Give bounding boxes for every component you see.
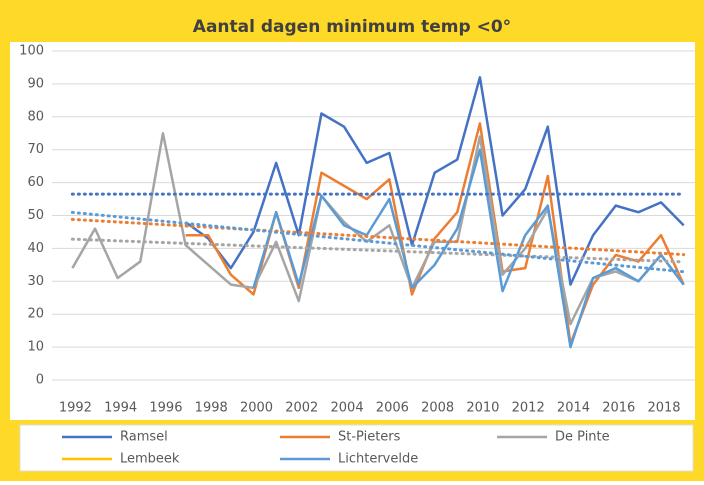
series-line — [252, 148, 685, 349]
trendline — [70, 217, 686, 257]
chart-title: Aantal dagen minimum temp <0° — [193, 17, 511, 37]
x-tick-label: 1992 — [59, 401, 92, 416]
y-tick-label: 100 — [19, 44, 44, 59]
legend-label: Lichtervelde — [338, 452, 418, 467]
y-tick-label: 30 — [27, 274, 44, 289]
y-tick-label: 80 — [27, 109, 44, 124]
x-tick-label: 2010 — [466, 401, 499, 416]
y-tick-label: 40 — [27, 241, 44, 256]
trendline — [70, 210, 686, 274]
y-tick-label: 20 — [27, 307, 44, 322]
x-tick-label: 2000 — [240, 401, 273, 416]
legend-label: Lembeek — [120, 452, 180, 467]
y-tick-label: 60 — [27, 175, 44, 190]
y-tick-label: 50 — [27, 208, 44, 223]
trendline — [70, 237, 686, 264]
legend-label: St-Pieters — [338, 430, 401, 445]
x-tick-label: 2016 — [602, 401, 635, 416]
x-tick-label: 2018 — [647, 401, 680, 416]
x-tick-label: 2006 — [376, 401, 409, 416]
y-tick-label: 90 — [27, 76, 44, 91]
x-tick-label: 1998 — [195, 401, 228, 416]
y-tick-label: 70 — [27, 142, 44, 157]
x-tick-label: 2004 — [331, 401, 364, 416]
x-tick-label: 1996 — [149, 401, 182, 416]
series-line — [184, 76, 685, 286]
legend-label: Ramsel — [120, 430, 168, 445]
x-tick-label: 2002 — [285, 401, 318, 416]
x-tick-label: 2014 — [557, 401, 590, 416]
x-tick-label: 1994 — [104, 401, 137, 416]
x-tick-label: 2012 — [512, 401, 545, 416]
y-tick-label: 0 — [36, 373, 44, 388]
legend-label: De Pinte — [555, 430, 610, 445]
y-tick-label: 10 — [27, 340, 44, 355]
legend-box — [19, 424, 694, 472]
series-line — [71, 132, 685, 326]
x-tick-label: 2008 — [421, 401, 454, 416]
